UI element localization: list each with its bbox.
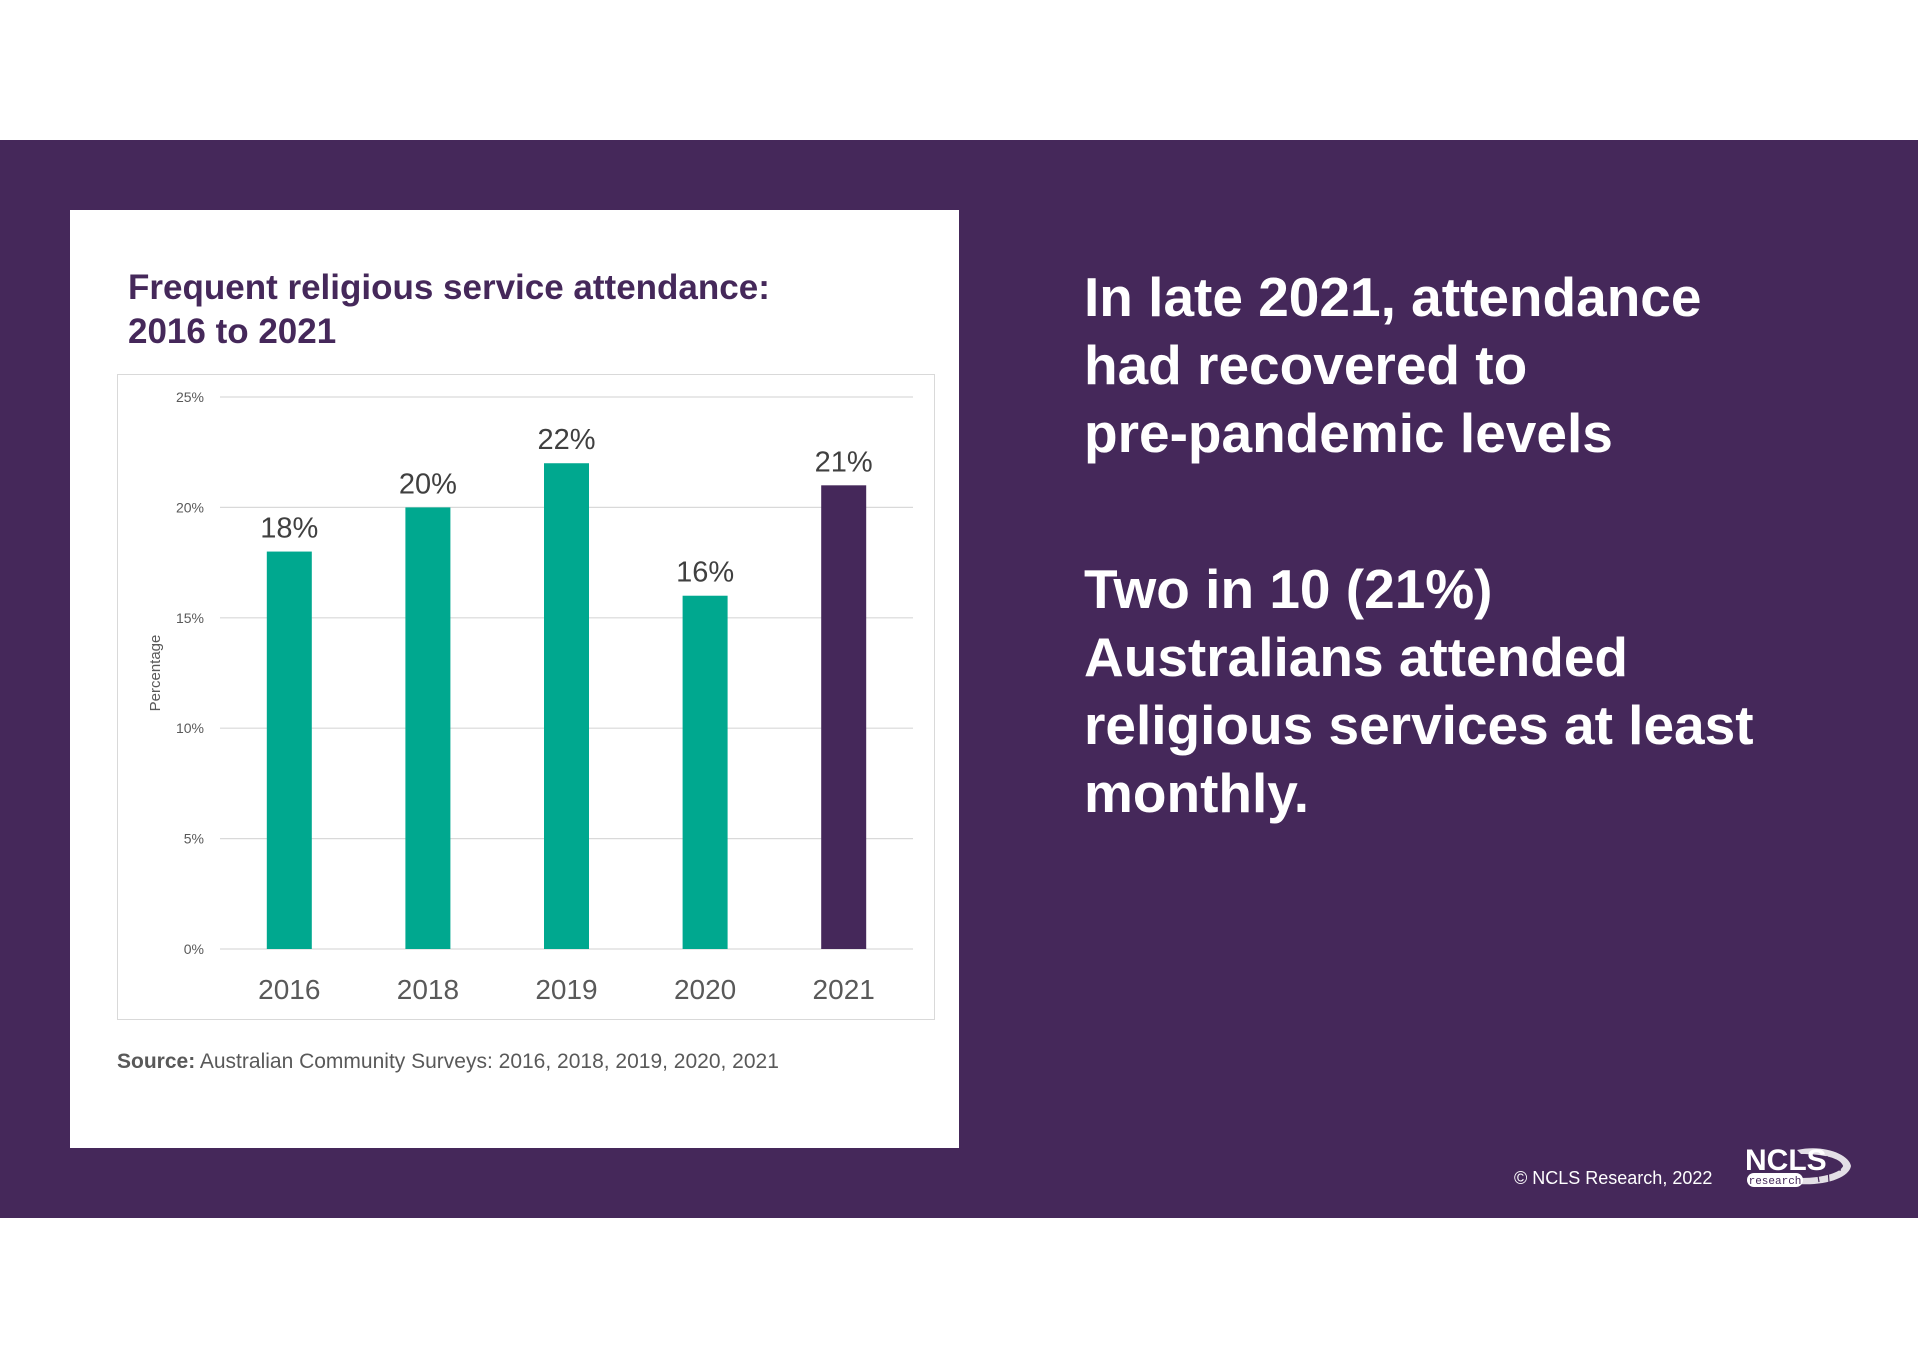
chart-title: Frequent religious service attendance: 2… (128, 268, 770, 351)
y-tick-label: 10% (176, 720, 204, 736)
y-tick-label: 0% (184, 941, 204, 957)
logo-text: NCLS (1745, 1144, 1827, 1177)
data-label-2021: 21% (815, 446, 873, 478)
logo-subtext: research (1749, 1176, 1802, 1188)
y-tick-label: 15% (176, 610, 204, 626)
headline-recovery: In late 2021, attendance had recovered t… (1084, 266, 1702, 464)
source-text: Australian Community Surveys: 2016, 2018… (199, 1050, 779, 1073)
bar-2021 (821, 485, 867, 949)
data-label-2018: 20% (399, 468, 457, 500)
x-tick-label-2021: 2021 (813, 974, 875, 1005)
copyright-text: © NCLS Research, 2022 (1514, 1168, 1713, 1188)
bar-2019 (544, 463, 589, 949)
y-tick-label: 5% (184, 831, 204, 847)
bar-2020 (682, 595, 728, 949)
y-tick-label: 25% (176, 389, 204, 405)
bar-chart: 0% 5% 10% 15% 20% 25% Percentage 18% 2016 20% 2018… (147, 389, 913, 1005)
data-label-2020: 16% (676, 557, 734, 589)
data-label-2019: 22% (537, 424, 595, 456)
ncls-logo: NCLS research (1745, 1144, 1851, 1188)
plot-area: 0% 5% 10% 15% 20% 25% Percentage 18% 2016 20% 2018… (117, 374, 935, 1020)
x-tick-label-2016: 2016 (258, 974, 320, 1005)
x-tick-label-2019: 2019 (535, 974, 597, 1005)
chart-card: Frequent religious service attendance: 2… (70, 210, 959, 1148)
source-note: Source: Australian Community Surveys: 20… (117, 1050, 779, 1074)
bar-2016 (266, 551, 312, 949)
headline-two-in-ten: Two in 10 (21%) Australians attended rel… (1084, 558, 1754, 824)
x-tick-label-2018: 2018 (397, 974, 459, 1005)
x-tick-label-2020: 2020 (674, 974, 736, 1005)
data-label-2016: 18% (260, 513, 318, 545)
source-label: Source: (117, 1050, 196, 1073)
y-tick-label: 20% (176, 499, 204, 515)
y-axis-label: Percentage (147, 635, 164, 712)
bar-2018 (405, 507, 451, 949)
